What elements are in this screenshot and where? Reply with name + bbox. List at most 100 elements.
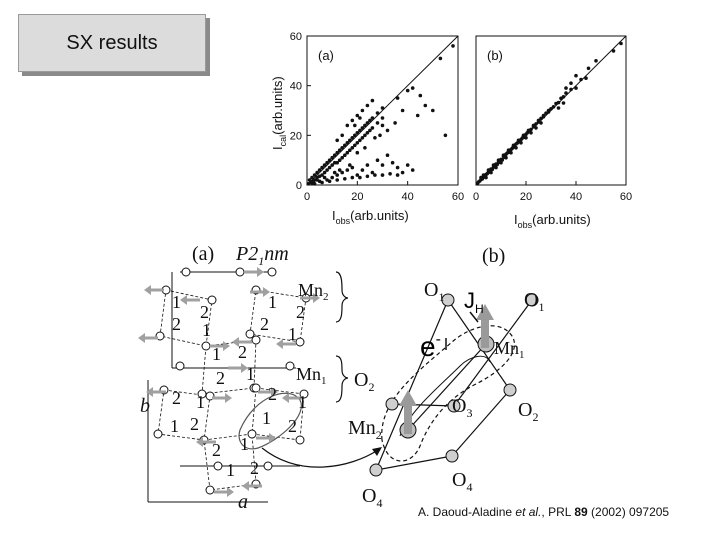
scatter-point	[514, 146, 518, 150]
scatter-point	[370, 116, 375, 120]
mn2-b-label: Mn2	[348, 417, 382, 442]
scatter-point	[335, 150, 340, 155]
scatter-point	[546, 108, 551, 113]
electron-label: e-	[420, 331, 441, 362]
scatter-point	[486, 168, 491, 172]
site-label: 2	[268, 384, 277, 404]
site-label: 1	[288, 324, 297, 344]
scatter-point	[325, 168, 329, 172]
scatter-point	[521, 133, 526, 138]
mn1-brace	[335, 355, 349, 403]
transfer-arrow-head	[372, 447, 382, 456]
citation-volume: 89	[574, 505, 588, 519]
scatter-point	[388, 172, 392, 176]
scatter-point	[350, 165, 355, 170]
scatter-point	[395, 173, 400, 177]
scatter-panel-a: 0 20 40 60 0 20 40 60 (a) Iobs(arb.units) Ical…	[270, 31, 464, 226]
oxygen-atoms	[153, 267, 311, 495]
o1-right-label: O1	[524, 289, 544, 314]
moment-arrow-head	[225, 393, 232, 403]
scatter-point	[335, 160, 340, 165]
moment-arrow-head	[263, 287, 270, 297]
scatter-point	[584, 76, 588, 80]
scatter-point	[355, 113, 360, 118]
orbital-contour	[381, 325, 515, 462]
scatter-point	[481, 173, 486, 177]
scatter-point	[380, 163, 385, 167]
scatter-point	[479, 175, 483, 180]
scatter-point	[393, 121, 397, 125]
scatter-point	[327, 158, 332, 162]
moment-arrow-head	[257, 267, 264, 277]
x-ticks-b: 0 20 40 60	[473, 181, 632, 203]
scatter-point	[378, 133, 382, 138]
structure-label-b: (b)	[482, 245, 505, 267]
x-axis-label-a: Iobs(arb.units)	[332, 208, 409, 226]
moment-arrow-head	[282, 393, 289, 403]
atoms-b	[369, 293, 539, 477]
scatter-point	[350, 175, 355, 180]
site-label: 1	[212, 344, 221, 364]
x-tick-label: 0	[304, 191, 310, 203]
jh-arrow	[469, 311, 479, 323]
structure-label-a: (a)	[192, 243, 214, 265]
site-label: 1	[262, 408, 271, 428]
scatter-point	[390, 160, 395, 165]
y-tick-label: 40	[290, 81, 302, 93]
x-tick-label: 40	[402, 191, 414, 203]
scatter-point	[400, 170, 405, 175]
x-tick-label: 60	[620, 191, 632, 203]
scatter-point	[358, 138, 362, 143]
scatter-point	[564, 86, 568, 90]
scatter-point	[343, 153, 347, 157]
x-ticks-a: 0 20 40 60	[304, 181, 464, 203]
scatter-point	[524, 136, 528, 140]
mn1-b-label: Mn1	[494, 338, 525, 361]
oxygen-atom	[267, 267, 277, 277]
scatter-point	[348, 163, 352, 167]
scatter-point	[375, 121, 380, 125]
oxygen-atom	[251, 383, 261, 393]
oxygen-atom	[235, 267, 245, 277]
oxygen-atom	[175, 361, 185, 371]
scatter-point	[340, 146, 345, 150]
highlight-contour-a	[238, 392, 302, 450]
moment-arrow-head	[276, 339, 283, 349]
scatter-point	[410, 168, 415, 172]
site-label: 2	[250, 458, 259, 478]
scatter-point	[534, 126, 538, 130]
site-label: 2	[216, 368, 225, 388]
moment-arrow-head	[313, 293, 320, 303]
scatter-point	[330, 155, 335, 160]
scatter-point	[312, 173, 317, 177]
citation-rest: (2002) 097205	[587, 505, 670, 519]
scatter-panel-b: 0 20 40 60 (b) Iobs(arb.units)	[473, 35, 632, 230]
scatter-point	[541, 113, 546, 118]
scatter-point	[322, 175, 327, 180]
site-label: 1	[226, 460, 235, 480]
scatter-point	[504, 155, 508, 160]
mn1-label: Mn1	[296, 364, 327, 387]
x-axis-label-b: Iobs(arb.units)	[514, 212, 591, 230]
scatter-point	[539, 121, 543, 125]
moment-arrow-head	[223, 341, 230, 351]
scatter-point	[380, 116, 385, 120]
scatter-point	[337, 158, 342, 162]
scatter-point	[569, 87, 573, 92]
oxygen-atom	[213, 461, 223, 471]
site-label: 1	[170, 416, 179, 436]
scatter-point	[317, 168, 322, 172]
scatter-point	[335, 173, 340, 177]
site-label: 1	[196, 392, 205, 412]
o4-left-label: O4	[362, 485, 382, 510]
y-ticks-a: 0 20 40 60	[290, 31, 311, 192]
scatter-point	[370, 98, 375, 103]
scatter-point	[350, 118, 355, 123]
scatter-point	[355, 150, 360, 155]
scatter-point	[501, 153, 506, 157]
panel-label-a: (a)	[318, 48, 334, 63]
scatter-point	[337, 148, 342, 152]
o4-right-label: O4	[452, 469, 472, 494]
